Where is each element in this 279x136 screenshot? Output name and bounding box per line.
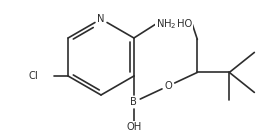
Text: N: N <box>97 14 105 24</box>
Text: Cl: Cl <box>28 71 38 81</box>
Text: NH$_2$: NH$_2$ <box>156 17 176 31</box>
Text: B: B <box>131 97 137 107</box>
Text: OH: OH <box>126 122 141 132</box>
Text: O: O <box>165 81 172 91</box>
Text: HO: HO <box>177 19 192 29</box>
